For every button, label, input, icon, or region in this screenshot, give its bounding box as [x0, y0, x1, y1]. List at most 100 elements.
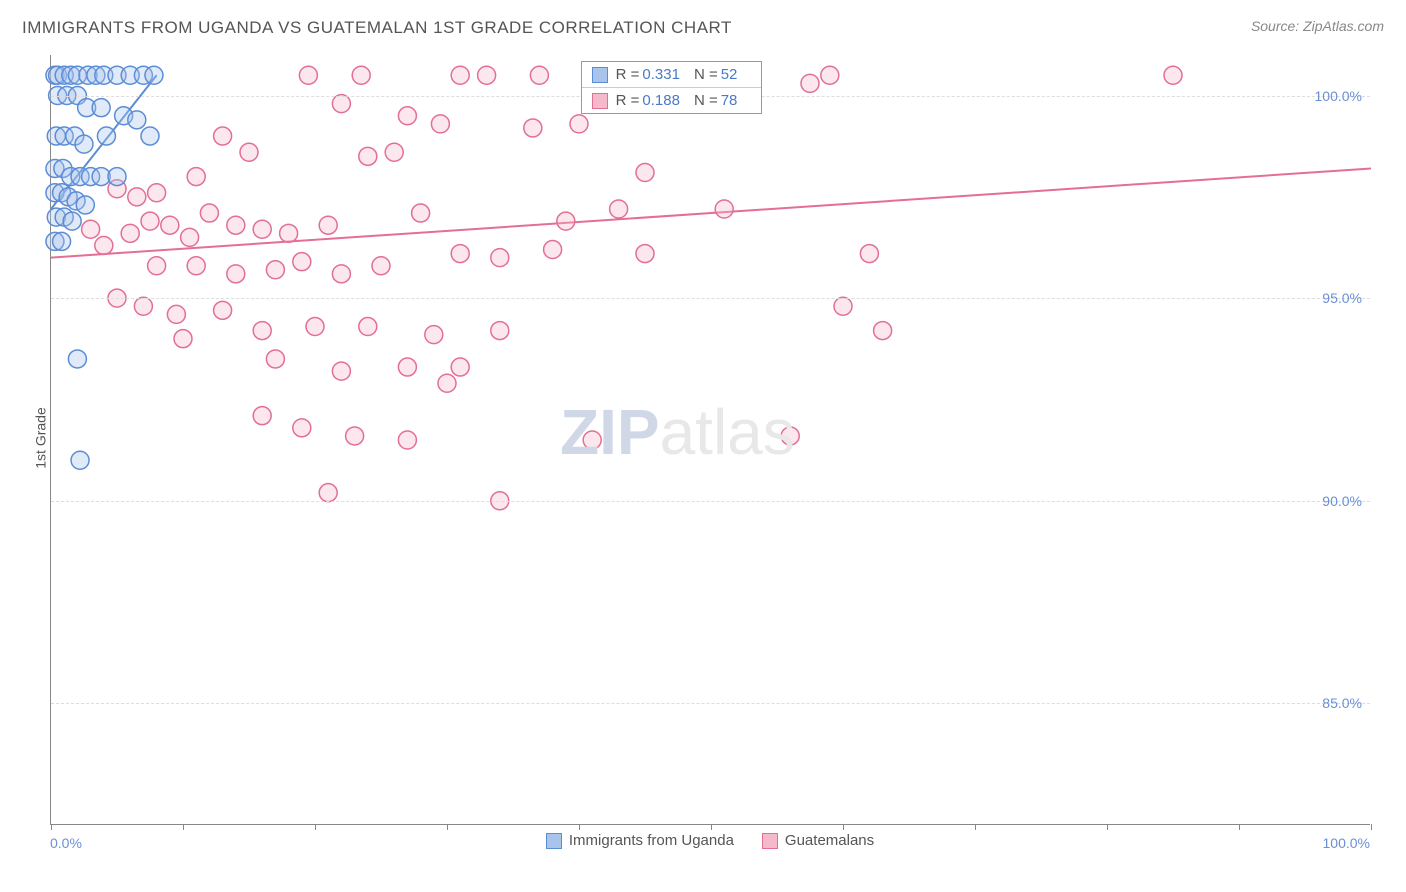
guatemalan-point	[332, 362, 350, 380]
guatemalan-point	[82, 220, 100, 238]
n-label: N =	[694, 66, 718, 83]
guatemalan-trend-line	[51, 168, 1371, 257]
x-tick	[315, 824, 316, 830]
guatemalan-point	[306, 318, 324, 336]
x-tick	[711, 824, 712, 830]
guatemalan-point	[372, 257, 390, 275]
legend-swatch	[762, 833, 778, 849]
guatemalan-point	[95, 236, 113, 254]
x-tick	[1107, 824, 1108, 830]
guatemalan-point	[398, 358, 416, 376]
x-tick	[975, 824, 976, 830]
y-tick-label: 100.0%	[1315, 88, 1362, 104]
guatemalan-point	[293, 253, 311, 271]
guatemalan-point	[266, 350, 284, 368]
guatemalan-point	[801, 74, 819, 92]
bottom-legend-item-uganda: Immigrants from Uganda	[546, 832, 734, 849]
guatemalan-point	[346, 427, 364, 445]
guatemalan-point	[128, 188, 146, 206]
guatemalan-point	[781, 427, 799, 445]
uganda-point	[53, 232, 71, 250]
uganda-point	[108, 168, 126, 186]
y-tick-label: 90.0%	[1322, 493, 1362, 509]
chart-title: IMMIGRANTS FROM UGANDA VS GUATEMALAN 1ST…	[22, 18, 732, 38]
guatemalan-point	[352, 66, 370, 84]
guatemalan-point	[431, 115, 449, 133]
guatemalan-point	[161, 216, 179, 234]
guatemalan-point	[227, 216, 245, 234]
guatemalan-point	[293, 419, 311, 437]
guatemalan-point	[134, 297, 152, 315]
source-value: ZipAtlas.com	[1303, 18, 1384, 34]
guatemalan-point	[141, 212, 159, 230]
guatemalan-point	[636, 245, 654, 263]
grid-line	[51, 298, 1370, 299]
guatemalan-point	[530, 66, 548, 84]
guatemalan-point	[544, 241, 562, 259]
grid-line	[51, 703, 1370, 704]
guatemalan-point	[167, 305, 185, 323]
r-value: 0.188	[642, 92, 680, 109]
uganda-point	[92, 99, 110, 117]
source-label: Source:	[1251, 18, 1299, 34]
guatemalan-point	[280, 224, 298, 242]
guatemalan-point	[332, 265, 350, 283]
guatemalan-point	[425, 326, 443, 344]
plot-area: 100.0% 95.0% 90.0% 85.0%	[50, 55, 1370, 825]
uganda-point	[71, 451, 89, 469]
correlation-legend: R =0.331N =52R =0.188N =78	[581, 61, 763, 114]
guatemalan-point	[214, 127, 232, 145]
guatemalan-point	[359, 318, 377, 336]
r-label: R =	[616, 66, 640, 83]
guatemalan-point	[715, 200, 733, 218]
guatemalan-point	[860, 245, 878, 263]
legend-label: Immigrants from Uganda	[569, 832, 734, 849]
uganda-point	[97, 127, 115, 145]
x-tick	[51, 824, 52, 830]
guatemalan-point	[874, 322, 892, 340]
x-tick	[183, 824, 184, 830]
x-tick	[447, 824, 448, 830]
guatemalan-point	[359, 147, 377, 165]
legend-swatch	[546, 833, 562, 849]
guatemalan-point	[253, 220, 271, 238]
y-tick-label: 95.0%	[1322, 290, 1362, 306]
guatemalan-point	[451, 66, 469, 84]
bottom-legend: Immigrants from Uganda Guatemalans	[50, 832, 1370, 853]
guatemalan-point	[524, 119, 542, 137]
x-tick	[579, 824, 580, 830]
uganda-point	[76, 196, 94, 214]
grid-line	[51, 501, 1370, 502]
guatemalan-point	[583, 431, 601, 449]
guatemalan-point	[478, 66, 496, 84]
legend-row-guatemalan: R =0.188N =78	[582, 87, 762, 113]
guatemalan-point	[299, 66, 317, 84]
chart-svg	[51, 55, 1370, 824]
uganda-point	[141, 127, 159, 145]
guatemalan-point	[187, 257, 205, 275]
guatemalan-point	[181, 228, 199, 246]
guatemalan-point	[148, 257, 166, 275]
guatemalan-point	[451, 358, 469, 376]
guatemalan-point	[200, 204, 218, 222]
guatemalan-point	[570, 115, 588, 133]
guatemalan-point	[636, 164, 654, 182]
guatemalan-point	[821, 66, 839, 84]
r-label: R =	[616, 92, 640, 109]
legend-swatch	[592, 93, 608, 109]
guatemalan-point	[253, 407, 271, 425]
bottom-legend-item-guatemalan: Guatemalans	[762, 832, 874, 849]
guatemalan-point	[491, 249, 509, 267]
guatemalan-point	[385, 143, 403, 161]
y-tick-label: 85.0%	[1322, 695, 1362, 711]
guatemalan-point	[319, 484, 337, 502]
uganda-point	[145, 66, 163, 84]
uganda-point	[128, 111, 146, 129]
guatemalan-point	[398, 431, 416, 449]
guatemalan-point	[266, 261, 284, 279]
legend-label: Guatemalans	[785, 832, 874, 849]
guatemalan-point	[557, 212, 575, 230]
uganda-point	[68, 350, 86, 368]
guatemalan-point	[491, 322, 509, 340]
guatemalan-point	[121, 224, 139, 242]
